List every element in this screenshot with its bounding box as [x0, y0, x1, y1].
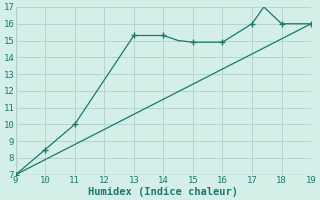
X-axis label: Humidex (Indice chaleur): Humidex (Indice chaleur) [88, 186, 238, 197]
